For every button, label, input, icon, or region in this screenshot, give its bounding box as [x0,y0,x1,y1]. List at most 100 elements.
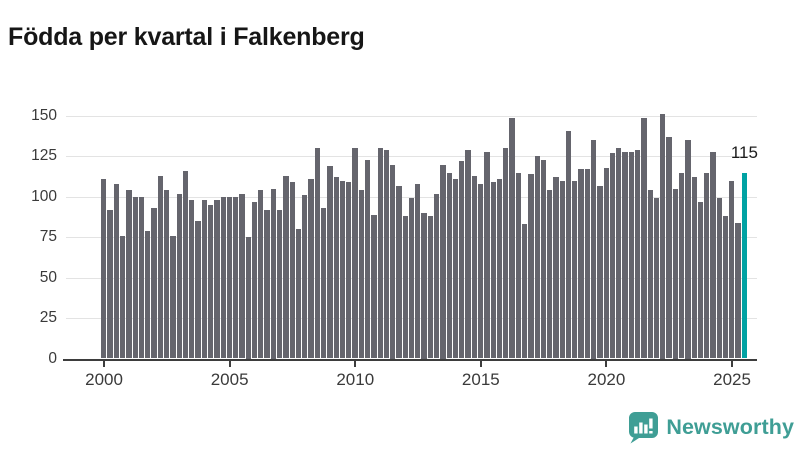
bar-2016-q3 [515,172,521,359]
bar-2021-q2 [635,149,641,359]
bar-2013-q2 [434,193,440,359]
bar-2009-q2 [333,177,339,359]
bar-2002-q3 [164,190,170,359]
bar-2008-q2 [308,179,314,359]
bar-2004-q4 [220,196,226,359]
bar-2015-q4 [496,179,503,359]
bar-2021-q3 [641,117,647,359]
bar-2005-q4 [245,237,251,359]
y-axis-tick-label: 25 [39,309,57,327]
bar-2020-q4 [622,151,628,359]
x-axis-tick-label: 2005 [210,369,249,389]
highlight-value-label: 115 [730,142,758,162]
bar-2018-q3 [565,130,572,359]
bar-2023-q2 [685,140,691,359]
bar-2000-q1 [101,179,107,359]
bar-2012-q3 [415,183,421,359]
bar-2006-q4 [270,188,277,359]
bar-2008-q1 [302,195,308,359]
y-axis-tick-label: 125 [31,147,57,165]
bar-2016-q2 [509,117,515,359]
bar-2025-q3 [741,172,748,359]
plot-area: 0 25 50 75 100 125 150 2000 2005 2010 2015 2020 2025 [31,107,757,389]
bar-2001-q2 [132,196,138,359]
bar-2019-q4 [597,185,603,359]
bar-2022-q2 [660,114,666,359]
gridline-y-100 [66,196,757,198]
x-axis-tick-label: 2025 [713,369,751,389]
bar-2011-q3 [390,164,396,359]
bar-2010-q3 [364,159,371,359]
bar-2014-q3 [465,149,471,359]
x-axis-tick-2010 [354,361,357,367]
bar-2017-q3 [540,159,547,359]
bar-2011-q2 [383,149,390,359]
chart-title: Födda per kvartal i Falkenberg [8,22,365,51]
bar-2003-q2 [182,170,189,359]
bar-2009-q3 [339,180,346,359]
bar-2013-q1 [427,216,434,359]
bar-2016-q4 [521,224,528,359]
bar-2020-q3 [616,148,622,359]
x-axis-tick-2000 [103,361,106,367]
x-axis-tick-2015 [479,361,482,367]
bar-2024-q2 [710,151,716,359]
bar-2022-q3 [666,137,672,359]
x-axis-tick-2020 [605,361,608,367]
bar-chart-speech-bubble-icon [629,412,659,444]
bar-2011-q1 [377,148,383,359]
bar-2021-q1 [628,151,635,359]
y-axis-tick-label: 50 [39,268,57,286]
bar-2017-q4 [547,190,553,359]
bar-2009-q1 [327,166,333,359]
bar-2004-q1 [201,200,207,359]
bar-2019-q3 [591,140,597,359]
bar-2010-q4 [371,214,377,359]
newsworthy-logo-text: Newsworthy [666,415,794,439]
bar-2008-q4 [321,208,327,359]
bar-2001-q4 [145,230,151,359]
bar-2017-q2 [534,156,540,359]
bar-2003-q3 [189,200,195,359]
bar-2025-q2 [735,222,741,359]
bar-2018-q4 [572,180,578,359]
bar-2004-q2 [207,204,214,359]
bar-2006-q2 [258,190,264,359]
bar-2002-q4 [170,235,176,359]
bar-2018-q1 [553,177,559,359]
bar-2014-q2 [459,161,465,359]
y-axis-tick-label: 100 [31,187,57,205]
bar-2005-q2 [233,196,239,359]
x-axis-tick-label: 2020 [587,369,626,389]
bar-2003-q4 [195,221,201,359]
bar-2024-q4 [722,216,729,359]
bar-2025-q1 [729,180,735,359]
bar-2012-q1 [402,216,408,359]
x-axis-tick-label: 2000 [85,369,123,389]
bar-2006-q3 [264,209,270,359]
bar-2013-q4 [446,172,452,359]
bar-2023-q3 [691,177,697,359]
bar-2009-q4 [346,182,352,359]
bar-2007-q1 [277,209,283,359]
bar-2010-q2 [358,190,364,359]
bar-2016-q1 [503,148,509,359]
bar-2002-q2 [157,175,164,359]
bar-2023-q4 [697,201,704,359]
bar-2015-q1 [478,183,484,359]
bar-2001-q3 [138,196,145,359]
bar-2020-q2 [609,153,616,359]
bar-2017-q1 [528,174,534,359]
bar-2000-q4 [120,235,126,359]
newsworthy-logo[interactable]: Newsworthy [628,411,794,444]
y-axis-tick-label: 150 [31,107,57,124]
bar-2000-q2 [107,209,113,359]
bar-2002-q1 [151,208,157,359]
x-axis-tick-label: 2010 [336,369,375,389]
gridline-y-150 [66,116,757,117]
bar-2012-q2 [408,198,415,359]
bar-2019-q2 [584,169,591,359]
bar-2013-q3 [440,164,446,359]
bar-2005-q1 [226,196,233,359]
